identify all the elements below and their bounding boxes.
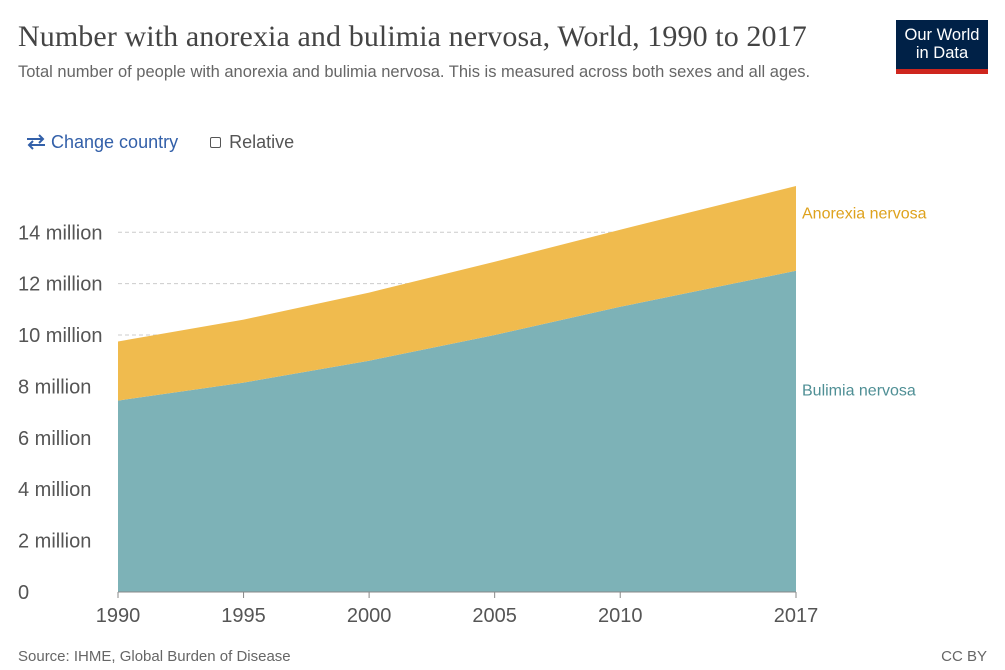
- bulimia-series-label[interactable]: Bulimia nervosa: [802, 382, 916, 399]
- x-tick-label: 1995: [221, 605, 266, 627]
- y-tick-label: 14 million: [18, 222, 102, 244]
- y-tick-label: 6 million: [18, 428, 91, 450]
- y-tick-label: 4 million: [18, 479, 91, 501]
- source-note[interactable]: Source: IHME, Global Burden of Disease: [18, 648, 291, 665]
- chart-title: Number with anorexia and bulimia nervosa…: [18, 20, 807, 53]
- swap-arrows-icon: [27, 134, 45, 150]
- x-tick-label: 2017: [774, 605, 819, 627]
- y-tick-label: 2 million: [18, 531, 91, 553]
- relative-label: Relative: [229, 131, 295, 152]
- x-tick-label: 2010: [598, 605, 643, 627]
- owid-logo[interactable]: Our World in Data: [896, 20, 988, 74]
- x-tick-label: 2005: [472, 605, 517, 627]
- change-country-button[interactable]: Change country: [26, 132, 178, 153]
- logo-line-1: Our World: [904, 26, 980, 44]
- stacked-area-chart: 0 2 million 4 million 6 million 8 million 10 …: [18, 186, 927, 627]
- y-tick-label: 12 million: [18, 274, 102, 296]
- x-tick-label: 2000: [347, 605, 392, 627]
- license-link[interactable]: CC BY: [941, 648, 987, 665]
- y-tick-label: 8 million: [18, 376, 91, 398]
- logo-line-2: in Data: [915, 44, 969, 62]
- chart-subtitle: Total number of people with anorexia and…: [18, 63, 811, 81]
- anorexia-series-label[interactable]: Anorexia nervosa: [802, 205, 927, 222]
- change-country-label: Change country: [51, 131, 179, 152]
- x-tick-label: 1990: [96, 605, 141, 627]
- y-tick-label: 0: [18, 582, 29, 604]
- relative-checkbox[interactable]: [210, 136, 222, 148]
- relative-toggle[interactable]: Relative: [210, 132, 294, 153]
- chart-controls: Change country Relative: [26, 130, 294, 154]
- y-tick-label: 10 million: [18, 325, 102, 347]
- anorexia-area[interactable]: [118, 186, 796, 401]
- bulimia-area[interactable]: [118, 270, 796, 592]
